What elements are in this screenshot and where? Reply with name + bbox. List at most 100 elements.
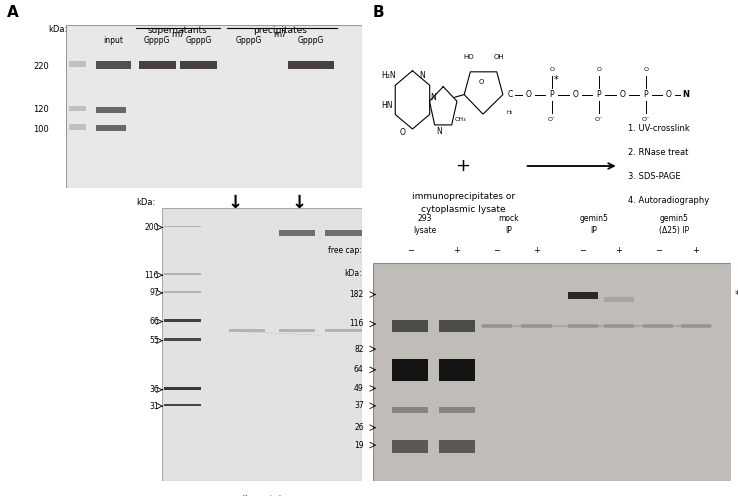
Bar [439, 319, 475, 332]
Text: −: − [579, 247, 587, 255]
Text: N: N [437, 127, 443, 136]
Bar [393, 359, 428, 381]
Text: O: O [399, 127, 405, 136]
Text: N: N [430, 93, 436, 102]
Text: 82: 82 [354, 345, 364, 354]
Text: −: − [494, 247, 500, 255]
Bar [69, 106, 86, 111]
Bar [164, 387, 201, 390]
Text: 293
lysate: 293 lysate [413, 214, 436, 235]
Text: mock
IP: mock IP [498, 214, 519, 235]
Bar [393, 439, 428, 453]
Text: 55: 55 [149, 336, 159, 345]
Text: ↓: ↓ [227, 193, 242, 211]
Bar [439, 439, 475, 453]
Text: m7: m7 [171, 30, 184, 39]
Text: free cap:: free cap: [328, 247, 362, 255]
Text: O: O [525, 90, 531, 99]
Text: 64: 64 [354, 366, 364, 374]
Bar [393, 407, 428, 414]
Text: N: N [683, 90, 690, 99]
Bar [521, 323, 551, 328]
Text: O⁻: O⁻ [548, 117, 556, 122]
Text: O: O [619, 90, 625, 99]
Text: O: O [596, 67, 601, 72]
Text: O: O [478, 79, 484, 85]
Bar [164, 273, 201, 275]
Bar [69, 124, 86, 130]
Text: +: + [455, 157, 471, 175]
Text: 4. Autoradiography: 4. Autoradiography [627, 196, 709, 205]
Text: m7: m7 [273, 30, 286, 39]
Text: 37: 37 [354, 401, 364, 410]
Text: 116: 116 [349, 319, 364, 328]
Text: P: P [549, 90, 554, 99]
Text: 100: 100 [33, 124, 49, 133]
Bar [96, 125, 126, 131]
Text: immunoprecipitates or
cytoplasmic lysate: immunoprecipitates or cytoplasmic lysate [412, 192, 514, 214]
Text: +: + [692, 247, 699, 255]
Text: −: − [407, 247, 414, 255]
Text: OH: OH [493, 54, 504, 60]
Text: GpppG: GpppG [235, 36, 262, 45]
Text: O⁻: O⁻ [641, 117, 650, 122]
Bar [229, 329, 266, 332]
Text: O: O [572, 90, 578, 99]
Text: ↓: ↓ [292, 193, 306, 211]
Bar [164, 338, 201, 341]
Bar [164, 226, 201, 227]
Text: 182: 182 [350, 290, 364, 299]
Bar [680, 323, 711, 328]
Text: 1. UV-crosslink: 1. UV-crosslink [627, 124, 689, 133]
Bar [568, 292, 599, 299]
Bar [164, 319, 201, 321]
Text: 31: 31 [149, 402, 159, 411]
Bar [604, 323, 634, 328]
Text: supernatants: supernatants [148, 26, 207, 35]
Text: 19: 19 [354, 440, 364, 449]
Text: 120: 120 [33, 106, 49, 115]
Text: HN: HN [381, 101, 393, 110]
Bar [180, 61, 217, 69]
Bar [139, 61, 176, 69]
Text: +: + [453, 247, 461, 255]
Bar [439, 359, 475, 381]
Bar [604, 298, 634, 302]
Text: GpppG: GpppG [185, 36, 212, 45]
Bar [279, 329, 315, 332]
Text: H₂: H₂ [507, 111, 513, 116]
Text: 200: 200 [145, 223, 159, 232]
Text: 2. RNase treat: 2. RNase treat [627, 148, 688, 157]
Text: 3. SDS-PAGE: 3. SDS-PAGE [627, 172, 680, 181]
Text: 220: 220 [33, 62, 49, 71]
Text: gemin5
IP: gemin5 IP [579, 214, 608, 235]
Text: *: * [734, 290, 738, 300]
Text: +: + [533, 247, 540, 255]
Bar [643, 323, 673, 328]
Text: P: P [644, 90, 648, 99]
Bar [96, 107, 126, 113]
Bar [288, 61, 334, 69]
Bar [482, 323, 512, 328]
Text: O: O [644, 67, 648, 72]
Text: kDa:: kDa: [49, 25, 68, 34]
Text: 97: 97 [149, 288, 159, 298]
Text: C: C [508, 90, 513, 99]
Text: 66: 66 [149, 317, 159, 326]
Text: HO: HO [463, 54, 474, 60]
Text: kDa:: kDa: [137, 198, 156, 207]
Text: precipitates: precipitates [252, 26, 307, 35]
Text: GpppG: GpppG [144, 36, 170, 45]
Text: +: + [615, 247, 622, 255]
Text: gemin5
(Δ25) IP: gemin5 (Δ25) IP [659, 214, 689, 235]
Text: O: O [549, 67, 554, 72]
Text: A: A [7, 5, 19, 20]
Bar [96, 61, 131, 69]
Text: 49: 49 [354, 384, 364, 393]
Bar [568, 323, 599, 328]
Bar [164, 404, 201, 406]
Bar [279, 230, 315, 236]
Text: O⁻: O⁻ [595, 117, 603, 122]
Bar [325, 230, 362, 236]
Text: GpppG: GpppG [297, 36, 324, 45]
